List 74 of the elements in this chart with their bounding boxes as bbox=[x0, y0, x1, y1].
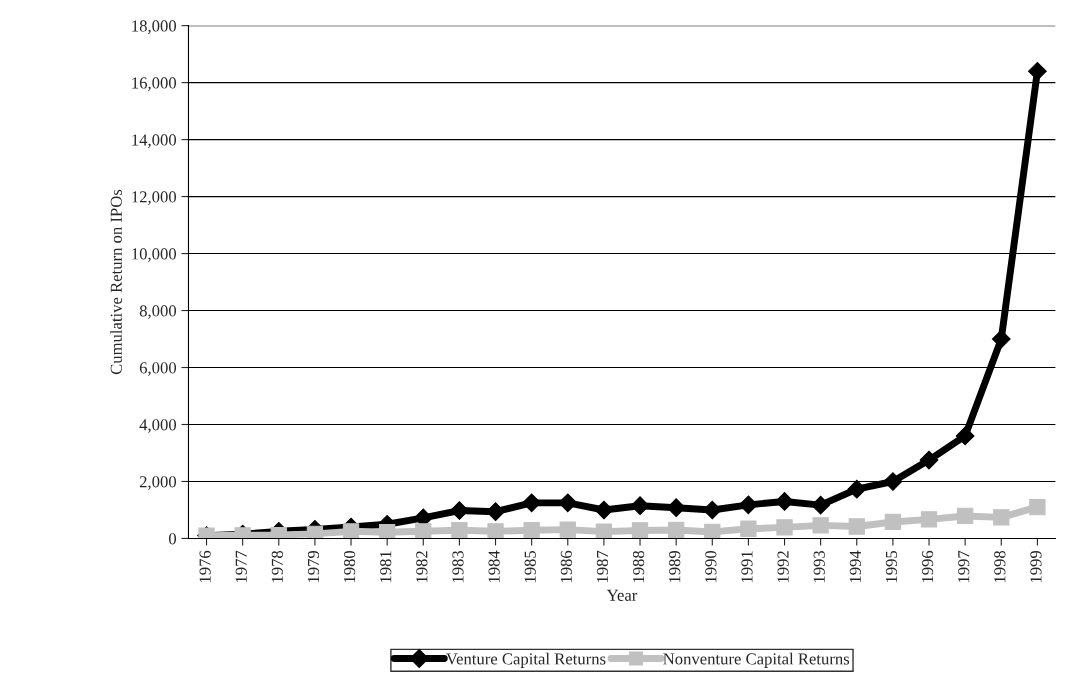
y-tick-label: 16,000 bbox=[132, 77, 177, 91]
point bbox=[884, 513, 902, 531]
point bbox=[559, 521, 576, 538]
point bbox=[920, 511, 938, 528]
x-axis-title: Year bbox=[606, 589, 638, 601]
y-tick-label: 4,000 bbox=[139, 419, 177, 433]
point bbox=[848, 518, 865, 535]
y-tick-label: 14,000 bbox=[132, 134, 177, 148]
point bbox=[306, 525, 324, 539]
point bbox=[812, 517, 829, 534]
x-tick-label: 1993 bbox=[813, 550, 825, 583]
x-tick-label: 1982 bbox=[416, 551, 428, 583]
y-tick-label: 10,000 bbox=[132, 248, 177, 262]
point bbox=[883, 472, 903, 491]
point bbox=[379, 524, 396, 539]
y-tick-label: 6,000 bbox=[139, 362, 177, 376]
x-tick-label: 1978 bbox=[271, 550, 283, 583]
x-tick-label: 1983 bbox=[452, 550, 464, 583]
point bbox=[847, 479, 867, 499]
point bbox=[956, 507, 974, 525]
point bbox=[739, 495, 758, 515]
y-tick-label: 8,000 bbox=[139, 305, 177, 319]
point bbox=[993, 509, 1010, 526]
point bbox=[704, 523, 721, 539]
x-tick-label: 1987 bbox=[596, 550, 609, 583]
point bbox=[558, 493, 578, 513]
point bbox=[919, 450, 939, 470]
y-tick-label: 2,000 bbox=[139, 476, 177, 490]
x-tick-label: 1992 bbox=[777, 551, 789, 583]
x-tick-label: 1991 bbox=[741, 551, 753, 583]
point bbox=[776, 519, 793, 536]
x-tick-label: 1994 bbox=[849, 550, 861, 583]
y-axis-title: Cumulative Return on IPOs bbox=[110, 189, 122, 375]
x-tick-label: 1999 bbox=[1030, 550, 1042, 583]
point bbox=[630, 496, 650, 516]
point bbox=[486, 502, 505, 522]
x-tick-label: 1976 bbox=[199, 550, 211, 583]
legend-label: Nonventure Capital Returns bbox=[663, 652, 850, 668]
point bbox=[1029, 498, 1046, 516]
x-tick-label: 1985 bbox=[524, 550, 536, 583]
x-tick-label: 1988 bbox=[632, 550, 645, 583]
point bbox=[451, 522, 468, 539]
point bbox=[775, 492, 794, 511]
point bbox=[1028, 61, 1047, 81]
x-tick-label: 1997 bbox=[958, 550, 970, 583]
point bbox=[991, 329, 1011, 349]
point bbox=[415, 523, 432, 539]
x-tick-label: 1990 bbox=[705, 550, 717, 583]
point bbox=[342, 523, 360, 539]
x-tick-label: 1980 bbox=[343, 550, 356, 583]
point bbox=[523, 522, 540, 539]
x-tick-label: 1996 bbox=[922, 550, 934, 583]
point bbox=[811, 495, 831, 515]
x-tick-label: 1977 bbox=[235, 550, 247, 583]
point bbox=[594, 500, 614, 520]
point bbox=[631, 522, 649, 539]
point bbox=[595, 523, 613, 539]
point bbox=[522, 493, 542, 513]
point bbox=[668, 521, 685, 539]
point bbox=[955, 426, 975, 446]
x-tick-label: 1984 bbox=[488, 550, 500, 583]
legend-label: Venture Capital Returns bbox=[446, 652, 606, 668]
x-tick-label: 1995 bbox=[885, 550, 898, 583]
point bbox=[487, 523, 504, 539]
x-tick-label: 1986 bbox=[560, 550, 572, 583]
point bbox=[666, 498, 686, 518]
y-tick-label: 12,000 bbox=[132, 191, 177, 205]
x-tick-label: 1989 bbox=[669, 550, 681, 583]
point bbox=[740, 520, 757, 537]
y-tick-label: 0 bbox=[168, 533, 177, 545]
x-tick-label: 1979 bbox=[307, 550, 320, 583]
y-tick-label: 18,000 bbox=[132, 20, 177, 34]
x-tick-label: 1998 bbox=[994, 550, 1006, 583]
x-tick-label: 1981 bbox=[380, 551, 392, 583]
